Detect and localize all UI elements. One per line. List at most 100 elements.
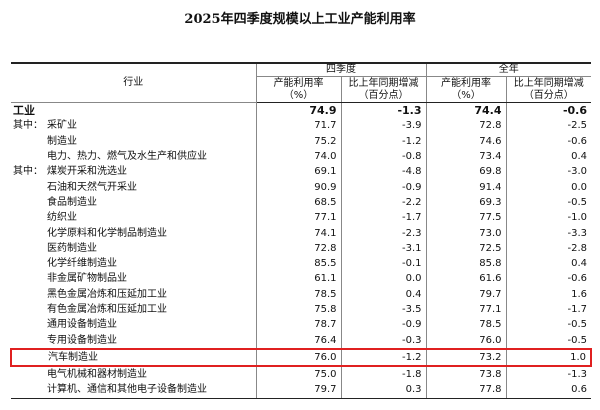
value-cell: -0.9 [340,317,426,333]
industry-cell: 医药制造业 [11,241,256,256]
industry-cell: 通用设备制造业 [11,317,256,332]
value-cell: -1.3 [505,366,591,383]
value-cell: -1.2 [340,347,426,368]
industry-name: 煤炭开采和洗选业 [47,166,127,178]
table-row: 化学纤维制造业 85.5 -0.1 85.8 0.4 [11,255,591,272]
table-row: 其中： 煤炭开采和洗选业 69.1 -4.8 69.8 -3.0 [11,164,591,180]
value-cell: 75.2 [255,133,341,149]
value-cell: 71.7 [255,118,341,134]
value-cell: -0.1 [340,255,426,272]
table: 行业 四季度 全年 产能利用率 （%） 比上年同期增减 （百分点） 产能利用率 … [10,62,592,399]
industry-cell: 工业 [11,103,256,119]
value-cell: 76.4 [255,332,341,349]
value-cell: 0.6 [505,382,591,399]
value-cell: 72.8 [425,118,506,134]
industry-name: 计算机、通信和其他电子设备制造业 [47,384,207,396]
value-cell: 73.4 [425,148,506,165]
table-row: 黑色金属冶炼和压延加工业 78.5 0.4 79.7 1.6 [11,286,591,302]
industry-name: 电气机械和器材制造业 [47,369,147,381]
table-row: 医药制造业 72.8 -3.1 72.5 -2.8 [11,240,591,256]
value-cell: 79.7 [255,382,341,399]
value-cell: 77.8 [425,382,506,399]
industry-cell: 汽车制造业 [10,347,256,368]
value-cell: -2.5 [505,118,591,134]
industry-header: 行业 [11,63,257,103]
value-cell: 73.0 [425,225,506,241]
value-cell: 69.1 [255,164,341,180]
value-cell: -3.5 [340,301,426,318]
industry-name: 黑色金属冶炼和压延加工业 [47,288,167,300]
table-row: 工业 74.9 -1.3 74.4 -0.6 [11,102,591,119]
row-prefix: 其中： [13,166,43,178]
group-header: 全年 [425,63,591,77]
value-cell: -0.8 [340,148,426,165]
value-cell: -2.3 [340,225,426,241]
industry-name: 石油和天然气开采业 [47,181,137,193]
industry-name: 汽车制造业 [48,351,98,363]
value-cell: 0.0 [340,271,426,287]
value-cell: -0.5 [505,332,591,349]
table-row: 石油和天然气开采业 90.9 -0.9 91.4 0.0 [11,179,591,195]
value-cell: 1.0 [505,347,592,368]
column-header: 产能利用率 （%） [425,76,507,103]
value-cell: -1.7 [340,210,426,226]
value-cell: 69.8 [425,164,506,180]
industry-cell: 电力、热力、燃气及水生产和供应业 [11,149,256,164]
value-cell: 79.7 [425,286,506,302]
industry-cell: 制造业 [11,134,256,149]
table-row: 有色金属冶炼和压延加工业 75.8 -3.5 77.1 -1.7 [11,301,591,318]
industry-name: 工业 [13,104,35,118]
value-cell: 85.8 [425,255,506,272]
table-row: 通用设备制造业 78.7 -0.9 78.5 -0.5 [11,317,591,333]
value-cell: 0.4 [505,148,591,165]
value-cell: 68.5 [255,194,341,211]
value-cell: 74.1 [255,225,341,241]
value-cell: 77.5 [425,210,506,226]
value-cell: 78.7 [255,317,341,333]
column-header: 比上年同期增减 （百分点） [340,76,427,103]
table-row: 非金属矿物制品业 61.1 0.0 61.6 -0.6 [11,271,591,287]
value-cell: -2.2 [340,194,426,211]
table-row: 其中： 采矿业 71.7 -3.9 72.8 -2.5 [11,118,591,134]
value-cell: -0.6 [505,102,591,119]
value-cell: -1.7 [505,301,591,318]
industry-name: 制造业 [47,135,77,147]
value-cell: -0.5 [505,194,591,211]
value-cell: 73.2 [425,347,506,368]
value-cell: 76.0 [425,332,506,349]
industry-name: 纺织业 [47,212,77,224]
value-cell: 74.4 [425,102,506,119]
value-cell: 73.8 [425,366,506,383]
industry-name: 有色金属冶炼和压延加工业 [47,304,167,315]
value-cell: 74.9 [255,102,341,119]
value-cell: -0.5 [505,317,591,333]
value-cell: 78.5 [425,317,506,333]
column-header: 产能利用率 （%） [255,76,342,103]
value-cell: 1.6 [505,286,591,302]
value-cell: -3.3 [505,225,591,241]
value-cell: 74.0 [255,148,341,165]
industry-name: 食品制造业 [47,196,97,208]
table-row: 计算机、通信和其他电子设备制造业 79.7 0.3 77.8 0.6 [11,382,591,399]
industry-cell: 其中： 煤炭开采和洗选业 [11,164,256,179]
table-row: 汽车制造业 76.0 -1.2 73.2 1.0 [10,347,592,368]
industry-cell: 有色金属冶炼和压延加工业 [11,302,256,317]
value-cell: 76.0 [255,347,341,368]
industry-name: 非金属矿物制品业 [47,273,127,285]
industry-cell: 化学原料和化学制品制造业 [11,225,256,240]
value-cell: -3.9 [340,118,426,134]
industry-name: 化学纤维制造业 [47,258,117,270]
industry-name: 采矿业 [47,120,77,132]
value-cell: -0.3 [340,332,426,349]
value-cell: -0.6 [505,133,591,149]
value-cell: 0.4 [505,255,591,272]
value-cell: -1.2 [340,133,426,149]
value-cell: 74.6 [425,133,506,149]
value-cell: 0.4 [340,286,426,302]
industry-name: 通用设备制造业 [47,319,117,331]
value-cell: 72.5 [425,240,506,256]
industry-cell: 石油和天然气开采业 [11,179,256,194]
industry-cell: 专用设备制造业 [11,332,256,348]
value-cell: 61.1 [255,271,341,287]
value-cell: 77.1 [255,210,341,226]
